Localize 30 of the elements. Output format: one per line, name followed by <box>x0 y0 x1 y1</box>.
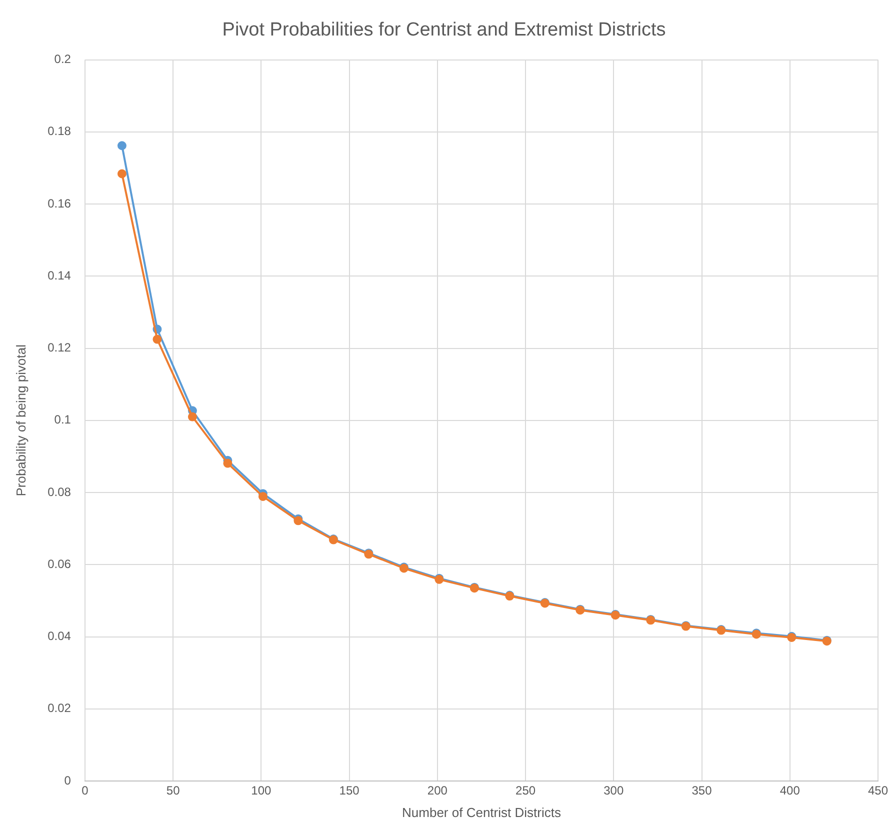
x-tick-label: 350 <box>692 784 712 798</box>
y-tick-label: 0.02 <box>48 701 72 716</box>
y-tick-label: 0.1 <box>54 412 72 427</box>
y-tick-label: 0.12 <box>48 340 72 355</box>
point <box>223 458 232 468</box>
x-tick-label: 50 <box>166 784 180 798</box>
x-tick-label: 300 <box>604 784 624 798</box>
x-tick-label: 100 <box>251 784 272 798</box>
x-tick-label: 200 <box>427 784 448 798</box>
x-tick-label: 450 <box>868 784 888 798</box>
y-tick-label: 0.16 <box>48 196 72 210</box>
point <box>258 492 268 501</box>
y-tick-label: 0.06 <box>48 556 72 571</box>
point <box>117 141 126 150</box>
x-tick-label: 250 <box>516 784 536 798</box>
point <box>152 334 162 344</box>
y-tick-label: 0.04 <box>48 629 72 644</box>
x-tick-label: 0 <box>82 784 89 798</box>
y-tick-label: 0.14 <box>48 268 72 282</box>
y-tick-label: 0.08 <box>48 484 72 499</box>
x-tick-label: 400 <box>780 784 800 798</box>
y-tick-label: 0.18 <box>48 124 72 138</box>
x-tick-label: 150 <box>339 784 360 798</box>
x-axis-title: Number of Centrist Districts <box>402 804 562 820</box>
y-axis-title: Probability of being pivotal <box>13 344 28 496</box>
point <box>188 412 197 422</box>
chart-title: Pivot Probabilities for Centrist and Extremist Districts <box>222 20 666 41</box>
y-tick-label: 0.2 <box>54 52 72 66</box>
point <box>117 169 126 178</box>
y-tick-label: 0 <box>64 773 72 788</box>
